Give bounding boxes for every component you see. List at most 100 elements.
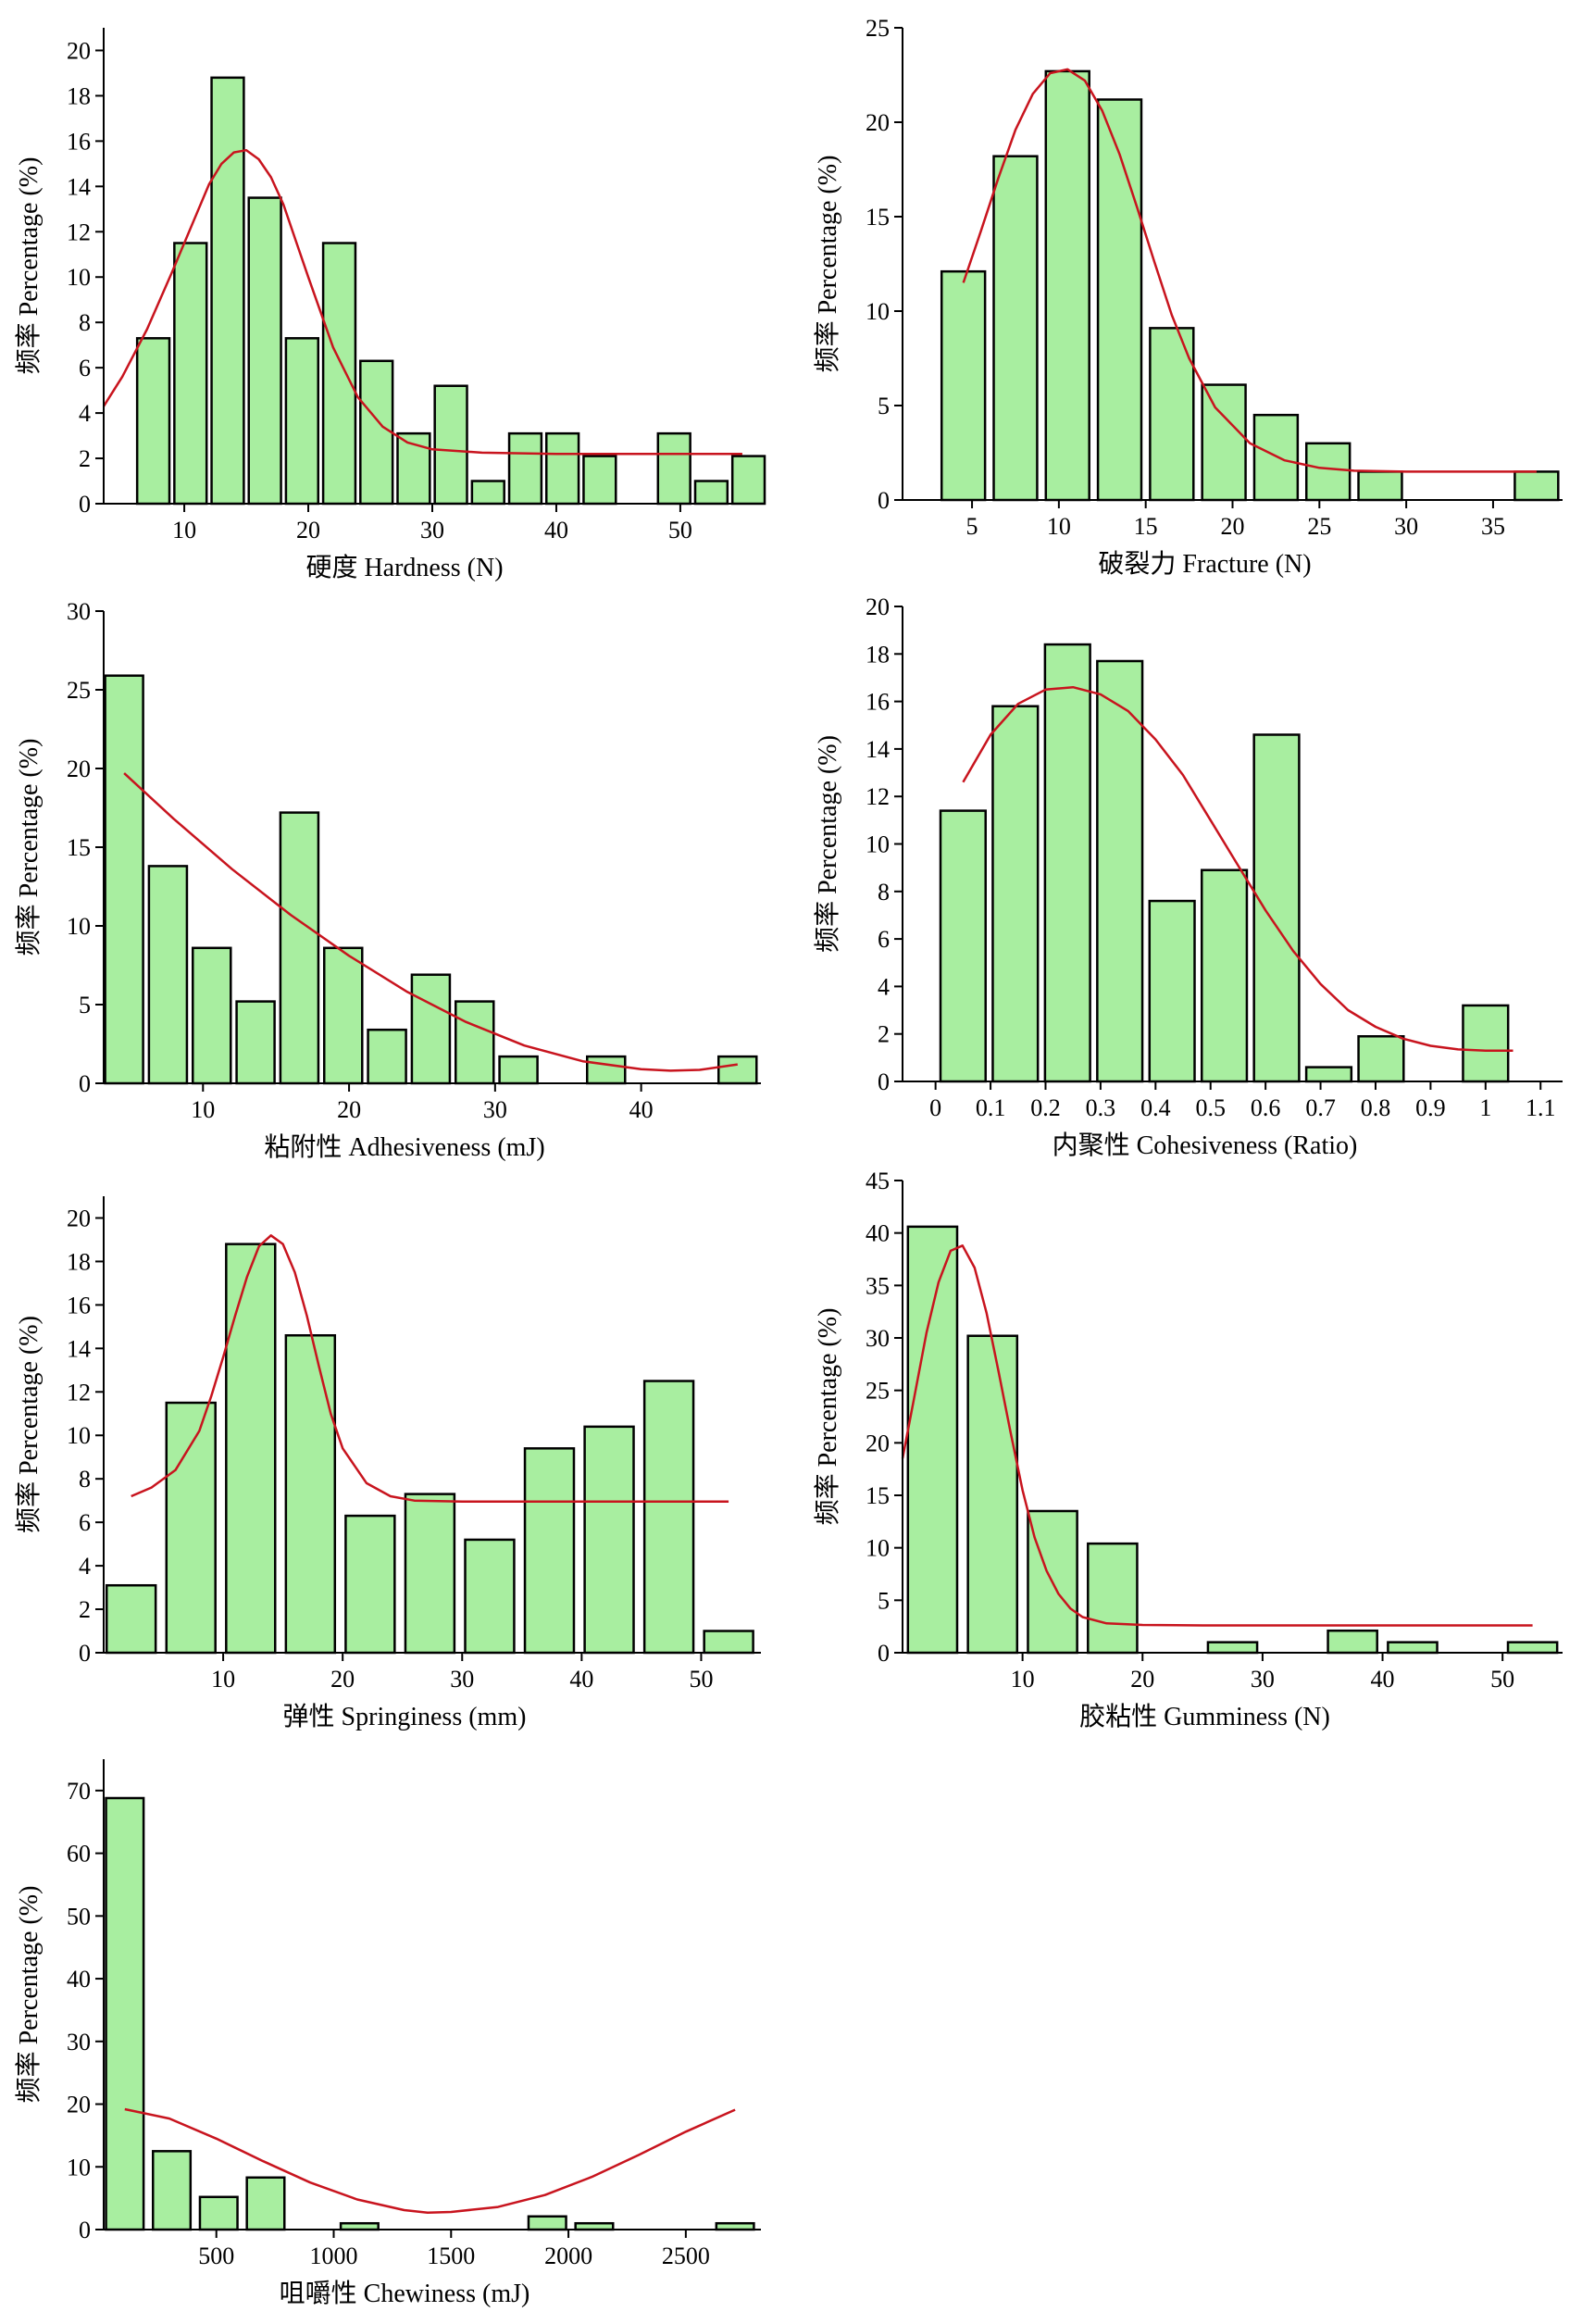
x-tick-label: 2000 <box>544 2243 592 2269</box>
chart-panel-4: 0 2 4 6 8 10 12 14 16 18 20 0 0.1 0.2 0.3 0.4 0.5 0.6 0.7 0… <box>813 593 1563 1160</box>
y-tick-label: 30 <box>67 598 91 625</box>
fitted-curve <box>962 685 1513 1052</box>
y-tick-label: 45 <box>866 1168 890 1194</box>
y-tick-label: 0 <box>878 1640 890 1667</box>
x-tick-label: 0.4 <box>1140 1094 1171 1121</box>
x-tick-label: 40 <box>629 1096 654 1123</box>
y-tick-label: 20 <box>866 1430 890 1456</box>
y-tick-label: 15 <box>67 834 91 861</box>
x-tick-label: 40 <box>569 1666 593 1693</box>
x-tick-label: 0.1 <box>976 1094 1006 1121</box>
histogram-bar <box>404 1493 456 1655</box>
y-tick-label: 12 <box>67 1379 91 1406</box>
y-tick-label: 2 <box>79 445 91 472</box>
y-tick-label: 10 <box>866 1535 890 1562</box>
y-tick-label: 14 <box>67 173 91 200</box>
y-tick-label: 18 <box>67 82 91 109</box>
y-tick-label: 25 <box>866 15 890 42</box>
y-tick-label: 0 <box>878 1068 890 1095</box>
histogram-bar <box>1201 383 1247 502</box>
y-tick-label: 5 <box>878 1587 890 1614</box>
y-tick-label: 12 <box>67 219 91 245</box>
x-tick-label: 500 <box>198 2243 234 2269</box>
x-tick-label: 5 <box>966 513 978 540</box>
histogram-bar <box>1304 1066 1353 1083</box>
y-tick-label: 16 <box>67 1292 91 1318</box>
fitted-curve <box>901 1244 1533 1627</box>
x-tick-label: 0.3 <box>1086 1094 1116 1121</box>
histogram-bar <box>642 1380 695 1655</box>
y-axis-title: 频率 Percentage (%) <box>813 1308 842 1526</box>
y-tick-label: 14 <box>67 1335 91 1362</box>
y-tick-label: 30 <box>866 1325 890 1352</box>
y-tick-label: 10 <box>67 264 91 291</box>
chart-panel-5: 0 2 4 6 8 10 12 14 16 18 20 10 20 30 40 50 弹性 Springines… <box>14 1196 761 1731</box>
y-axis-title: 频率 Percentage (%) <box>14 1886 44 2104</box>
x-tick-label: 2500 <box>662 2243 710 2269</box>
y-tick-label: 2 <box>79 1596 91 1623</box>
histogram-bar <box>716 1055 758 1085</box>
y-tick-label: 20 <box>866 109 890 136</box>
histogram-bar <box>454 1000 495 1085</box>
y-tick-label: 8 <box>878 879 890 906</box>
fitted-curve <box>123 772 738 1072</box>
histogram-bar <box>339 2221 380 2231</box>
histogram-bar <box>730 455 766 506</box>
y-tick-label: 40 <box>866 1220 890 1247</box>
x-tick-label: 1 <box>1479 1094 1491 1121</box>
histogram-bar <box>544 431 580 506</box>
y-tick-label: 2 <box>878 1021 890 1048</box>
histogram-bar <box>585 1055 627 1085</box>
fitted-curve <box>962 68 1537 473</box>
y-tick-label: 4 <box>79 400 91 427</box>
x-tick-label: 10 <box>211 1666 235 1693</box>
histogram-bar <box>245 2176 286 2231</box>
y-tick-label: 12 <box>866 783 890 810</box>
histogram-bar <box>135 337 171 506</box>
y-tick-label: 4 <box>878 973 890 1000</box>
x-tick-label: 1500 <box>427 2243 475 2269</box>
histogram-bar <box>235 1000 276 1085</box>
y-tick-label: 30 <box>67 2029 91 2055</box>
histogram-bar <box>225 1243 277 1655</box>
x-tick-label: 30 <box>420 517 444 544</box>
histogram-bar <box>1252 733 1301 1083</box>
x-tick-label: 30 <box>1251 1666 1275 1693</box>
histogram-bar <box>1044 69 1090 502</box>
x-tick-label: 20 <box>296 517 320 544</box>
chart-panel-3: 0 5 10 15 20 25 30 10 20 30 40 粘附性 Adhesiveness (mJ… <box>14 598 761 1162</box>
y-tick-label: 20 <box>67 37 91 64</box>
histogram-bar <box>1252 413 1300 502</box>
y-tick-label: 50 <box>67 1903 91 1930</box>
y-tick-label: 16 <box>67 128 91 155</box>
histogram-bar <box>104 674 144 1085</box>
histogram-bar <box>991 705 1040 1083</box>
histogram-bar <box>906 1225 959 1655</box>
histogram-bar <box>992 155 1039 502</box>
y-tick-label: 0 <box>878 487 890 514</box>
histogram-bar <box>147 865 189 1085</box>
x-tick-label: 50 <box>689 1666 713 1693</box>
histogram-bar <box>105 1583 157 1655</box>
histogram-bar <box>1096 98 1143 502</box>
histogram-bar <box>210 76 245 506</box>
y-tick-label: 25 <box>866 1378 890 1405</box>
x-axis-title: 破裂力 Fracture (N) <box>1098 549 1311 579</box>
y-tick-label: 10 <box>866 831 890 858</box>
x-axis-title: 胶粘性 Gumminess (N) <box>1079 1702 1330 1731</box>
histogram-bar <box>191 946 232 1085</box>
y-tick-label: 8 <box>79 309 91 336</box>
histogram-bar <box>582 455 617 506</box>
histogram-bar <box>1506 1641 1559 1655</box>
y-tick-label: 40 <box>67 1966 91 1993</box>
x-tick-label: 25 <box>1307 513 1331 540</box>
histogram-bar <box>1462 1004 1510 1083</box>
y-axis-title: 频率 Percentage (%) <box>813 735 842 953</box>
fitted-curve <box>131 1234 729 1504</box>
histogram-bar <box>1357 470 1403 502</box>
y-tick-label: 10 <box>866 298 890 325</box>
x-tick-label: 0.5 <box>1195 1094 1226 1121</box>
y-tick-label: 20 <box>866 593 890 620</box>
histogram-bar <box>464 1538 516 1655</box>
x-tick-label: 10 <box>1047 513 1071 540</box>
